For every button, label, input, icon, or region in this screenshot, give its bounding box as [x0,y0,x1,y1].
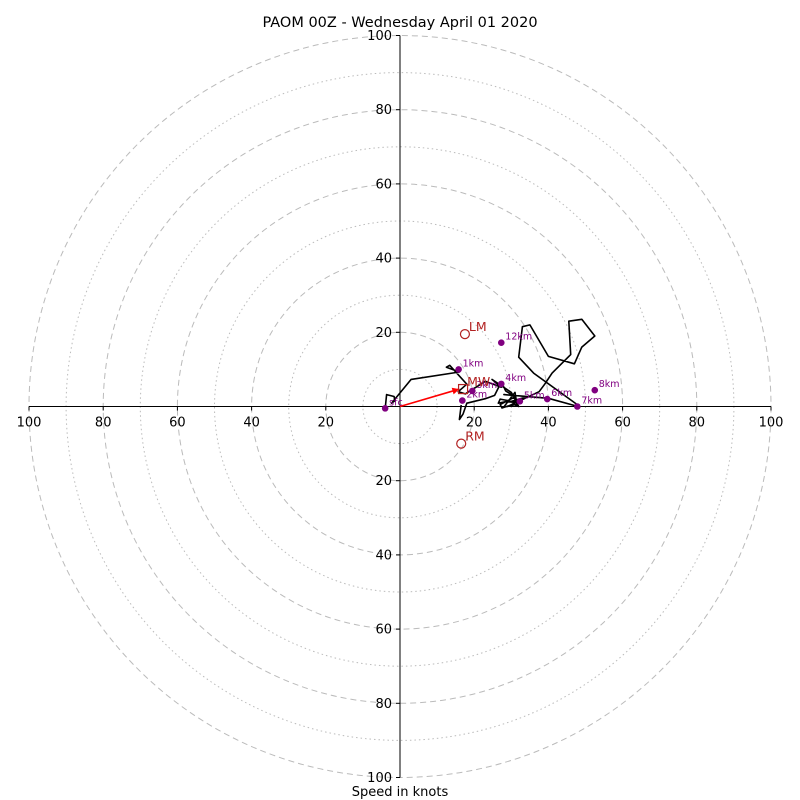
height-marker-point [497,380,505,388]
height-marker-label: sfc [389,397,403,408]
height-marker-point [455,366,462,373]
y-tick-label: 80 [375,697,392,712]
height-marker-label: 12km [505,332,532,343]
x-tick-label: 60 [614,416,631,431]
storm-motion-label: RM [465,429,484,444]
storm-motion-point [456,438,467,449]
storm-motion-markers: LM RM MW [456,319,490,449]
x-tick-label: 20 [318,416,335,431]
y-tick-label: 100 [367,29,392,44]
y-tick-label: 40 [375,252,392,267]
height-marker-point [469,387,476,395]
y-tick-label: 60 [375,623,392,638]
height-marker-label: 4km [505,373,526,384]
y-ticks: 100 80 60 40 20 20 40 60 80 100 [367,29,400,786]
x-tick-label: 40 [540,416,557,431]
height-marker-label: 2km [466,390,487,401]
height-marker-label: 6km [551,388,572,399]
y-tick-label: 20 [375,474,392,489]
storm-motion-label: MW [467,374,490,389]
height-marker-label: 3km [476,380,497,391]
y-tick-label: 60 [375,177,392,192]
height-marker-point [516,398,524,405]
height-marker-label: 7km [581,396,602,407]
shear-vector-arrowhead [451,387,460,395]
x-tick-label: 100 [759,416,784,431]
storm-motion-point [459,329,471,340]
x-tick-label: 20 [466,416,483,431]
y-tick-label: 20 [375,326,392,341]
height-marker-label: 5km [524,390,545,401]
height-marker-label: 8km [599,379,620,390]
x-tick-label: 100 [17,416,42,431]
height-marker-point [497,339,505,346]
height-marker-point [459,397,466,404]
height-marker-label: 1km [463,358,484,369]
mean-wind-point [457,383,469,395]
x-tick-label: 80 [95,416,112,431]
storm-motion-label: LM [469,319,487,334]
x-tick-label: 40 [243,416,260,431]
shear-vector-line [399,388,460,408]
x-ticks: 100 80 60 40 20 20 40 60 80 100 [17,406,784,431]
y-tick-label: 80 [375,103,392,118]
height-marker-point [574,403,581,410]
height-marker-point [543,395,551,403]
y-tick-label: 100 [367,771,392,786]
chart-title: PAOM 00Z - Wednesday April 01 2020 [262,15,537,31]
height-marker-point [591,386,599,394]
x-axis-label: Speed in knots [352,785,449,800]
y-tick-label: 40 [375,548,392,563]
x-tick-label: 60 [169,416,186,431]
x-tick-label: 80 [689,416,706,431]
height-marker-point [381,405,389,412]
